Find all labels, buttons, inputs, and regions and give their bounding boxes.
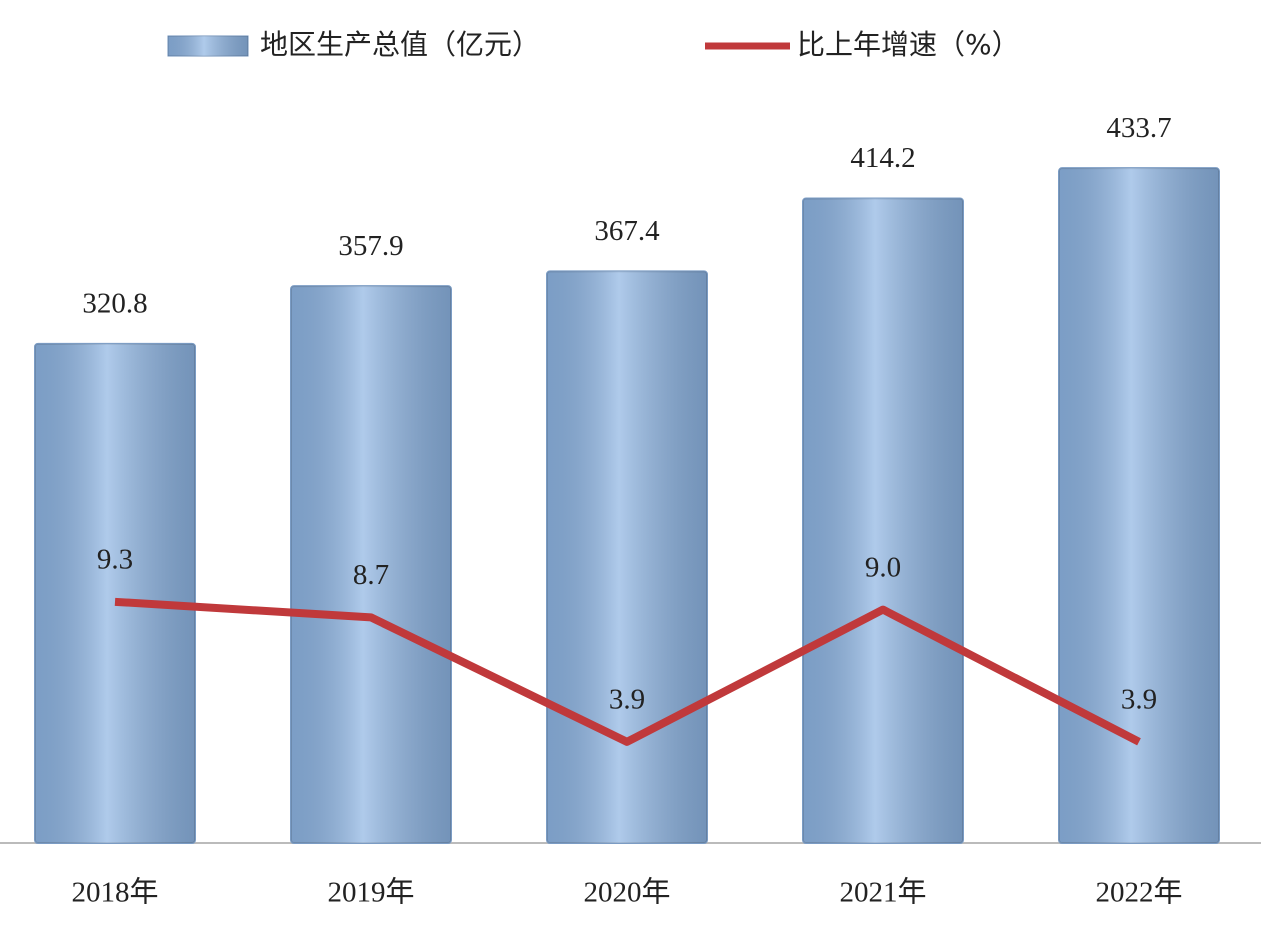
legend-swatch-shine [168,36,248,56]
bar-value-label: 414.2 [850,142,915,174]
x-tick-label: 2020年 [583,876,670,909]
bar-shine [1059,168,1219,844]
line [114,597,1141,746]
x-tick-label: 2019年 [327,876,414,909]
bar-shine [35,343,195,843]
bar-value-label: 367.4 [594,215,660,247]
x-tick-label: 2022年 [1095,876,1182,909]
line-value-label: 9.3 [97,543,133,575]
bar-shine [803,198,963,843]
x-tick-label: 2021年 [839,876,926,909]
legend-label: 地区生产总值（亿元） [260,28,540,61]
line-value-label: 3.9 [1121,684,1157,716]
line-value-label: 3.9 [609,684,645,716]
bar-shine [547,271,707,844]
x-tick-label: 2018年 [71,876,158,909]
legend-label: 比上年增速（%） [797,28,1020,61]
bar-shine [291,286,451,843]
bar-value-label: 433.7 [1106,112,1171,144]
line-value-label: 8.7 [353,559,389,591]
bar-value-label: 357.9 [338,230,403,262]
line-value-label: 9.0 [865,551,901,583]
bar-value-label: 320.8 [82,287,147,319]
